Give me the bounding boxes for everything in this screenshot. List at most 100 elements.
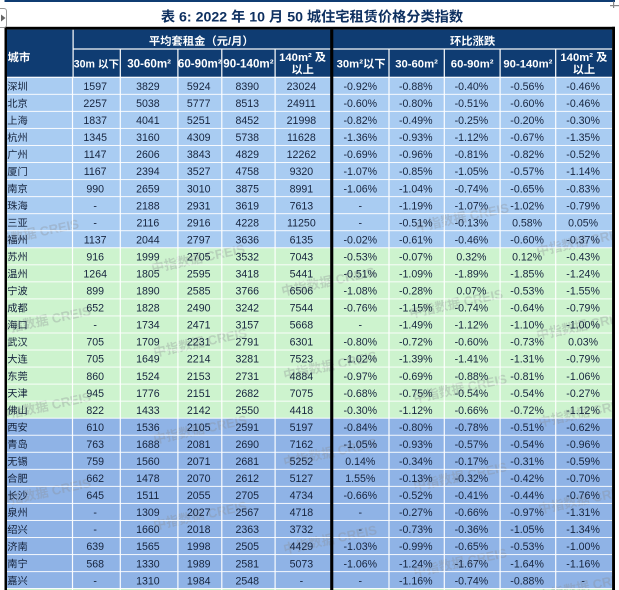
svg-text:-0.54%: -0.54% [455,388,489,400]
svg-text:-0.65%: -0.65% [510,183,544,195]
svg-text:916: 916 [86,251,104,263]
svg-text:-0.66%: -0.66% [344,490,378,502]
svg-text:4041: 4041 [136,115,160,127]
svg-text:-0.46%: -0.46% [566,81,600,93]
svg-text:4418: 4418 [290,405,314,417]
svg-text:2585: 2585 [187,286,211,298]
svg-text:1999: 1999 [136,251,160,263]
svg-text:1309: 1309 [136,507,160,519]
svg-text:-0.76%: -0.76% [344,303,378,315]
svg-text:-0.93%: -0.93% [399,439,433,451]
svg-text:-0.28%: -0.28% [399,286,433,298]
svg-text:2257: 2257 [83,98,107,110]
svg-text:-: - [359,507,363,519]
svg-text:-0.96%: -0.96% [566,439,600,451]
svg-text:-0.51%: -0.51% [344,269,378,281]
svg-text:4734: 4734 [290,490,314,502]
svg-text:-0.42%: -0.42% [510,473,544,485]
svg-text:4829: 4829 [236,149,260,161]
svg-text:-0.65%: -0.65% [455,541,489,553]
svg-text:-1.16%: -1.16% [399,575,433,587]
svg-text:-: - [359,320,363,332]
svg-text:-1.12%: -1.12% [455,132,489,144]
svg-text:2151: 2151 [187,388,211,400]
svg-text:3766: 3766 [236,286,260,298]
svg-text:5777: 5777 [187,98,211,110]
svg-text:-0.13%: -0.13% [399,473,433,485]
svg-text:21998: 21998 [287,115,317,127]
svg-text:-0.64%: -0.64% [510,303,544,315]
svg-text:140m²: 140m² [279,52,312,64]
svg-text:5668: 5668 [290,320,314,332]
svg-text:50: 50 [287,10,303,26]
svg-text:-0.66%: -0.66% [455,405,489,417]
svg-text:-0.41%: -0.41% [455,490,489,502]
svg-text:652: 652 [86,303,104,315]
svg-text:705: 705 [86,354,104,366]
svg-text:2471: 2471 [187,320,211,332]
svg-text:3875: 3875 [236,183,260,195]
svg-text:3281: 3281 [236,354,260,366]
svg-text:2116: 2116 [137,217,160,229]
svg-text:2681: 2681 [236,456,260,468]
svg-text:2612: 2612 [236,473,260,485]
svg-text:-0.44%: -0.44% [510,490,544,502]
svg-text:4309: 4309 [187,132,211,144]
svg-text:-1.05%: -1.05% [344,439,378,451]
svg-text:2505: 2505 [236,541,260,553]
svg-text:-0.96%: -0.96% [399,149,433,161]
svg-text:0.05%: 0.05% [568,217,599,229]
svg-text:-0.62%: -0.62% [566,422,600,434]
svg-text:-: - [93,217,97,229]
svg-text:2682: 2682 [236,388,260,400]
svg-text:1837: 1837 [83,115,107,127]
svg-text:3829: 3829 [136,81,160,93]
svg-text:24911: 24911 [287,98,316,110]
svg-text:1345: 1345 [83,132,107,144]
svg-text:-1.16%: -1.16% [566,558,600,570]
svg-text:2231: 2231 [187,337,211,349]
svg-text:7043: 7043 [290,251,314,263]
svg-text:-0.79%: -0.79% [566,354,600,366]
svg-text:7613: 7613 [290,200,314,212]
svg-text:3242: 3242 [236,303,260,315]
svg-text:-1.06%: -1.06% [344,183,378,195]
svg-text:-: - [93,200,97,212]
svg-text:645: 645 [86,490,104,502]
svg-text:-0.53%: -0.53% [510,541,544,553]
svg-text:-0.07%: -0.07% [399,251,433,263]
svg-text:-1.09%: -1.09% [399,269,433,281]
svg-text:-0.49%: -0.49% [399,115,433,127]
svg-text:-0.25%: -0.25% [455,115,489,127]
svg-text:2731: 2731 [236,371,260,383]
svg-text:8513: 8513 [236,98,260,110]
svg-text:-0.82%: -0.82% [510,149,544,161]
svg-text:1597: 1597 [83,81,107,93]
svg-text:-0.84%: -0.84% [344,422,378,434]
svg-text:-0.78%: -0.78% [455,422,489,434]
svg-text:7075: 7075 [290,388,314,400]
svg-text:1524: 1524 [136,371,160,383]
svg-text:-0.74%: -0.74% [455,575,489,587]
svg-text:-0.81%: -0.81% [455,149,489,161]
svg-text:-: - [359,524,363,536]
svg-text:-1.05%: -1.05% [455,166,489,178]
svg-text:945: 945 [86,388,104,400]
svg-text:990: 990 [86,183,104,195]
svg-text:-1.14%: -1.14% [566,166,600,178]
svg-text:2591: 2591 [236,422,260,434]
svg-text:-1.00%: -1.00% [566,541,600,553]
svg-text:3843: 3843 [187,149,211,161]
svg-text:-1.67%: -1.67% [455,558,489,570]
svg-text:-0.46%: -0.46% [566,98,600,110]
svg-text:-: - [93,524,97,536]
svg-text:-1.06%: -1.06% [344,558,378,570]
svg-text:2797: 2797 [187,234,211,246]
svg-text:-0.73%: -0.73% [510,337,544,349]
svg-text:-0.70%: -0.70% [566,473,600,485]
svg-text:90-140m²: 90-140m² [503,59,552,71]
svg-text:2394: 2394 [136,166,160,178]
svg-text:60-90m²: 60-90m² [178,58,222,71]
svg-text:1989: 1989 [187,558,211,570]
svg-text:-0.72%: -0.72% [399,337,433,349]
